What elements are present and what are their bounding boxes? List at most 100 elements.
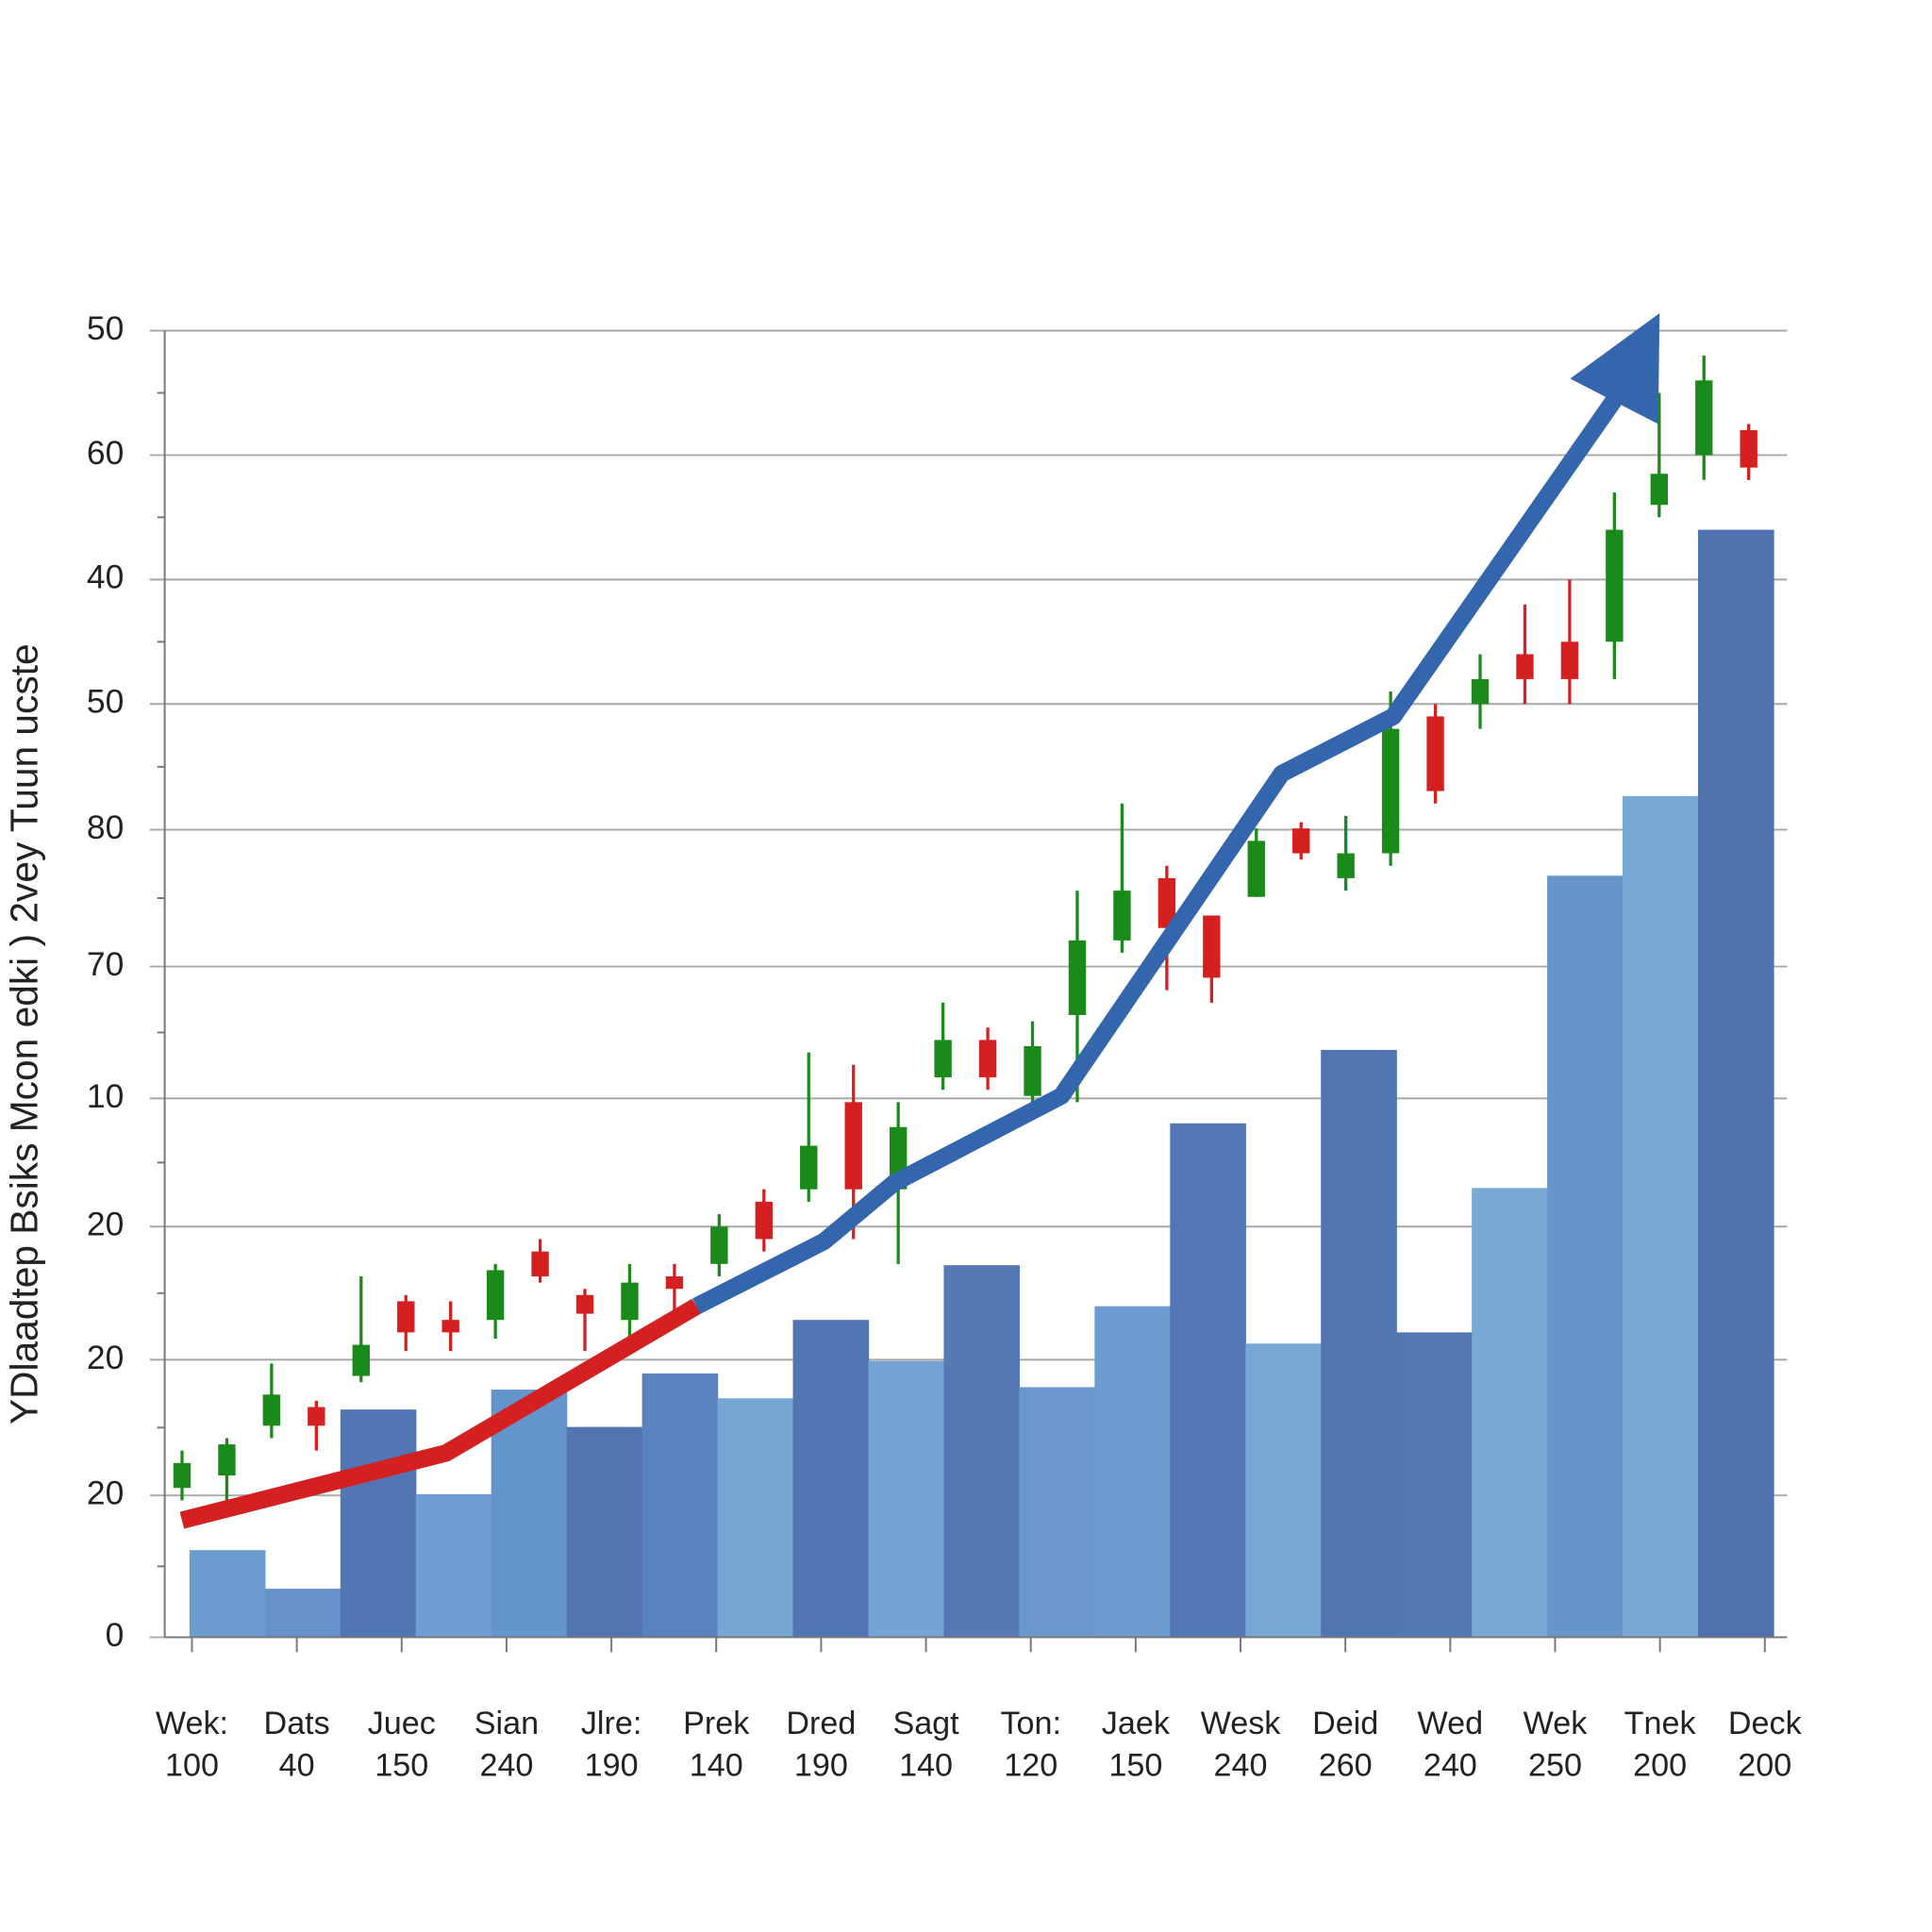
candle-body — [1650, 474, 1668, 506]
x-tick-value: 150 — [1108, 1747, 1162, 1783]
candle-body — [575, 1294, 594, 1314]
candle-body — [308, 1407, 325, 1426]
x-tick-label: Jaek — [1102, 1706, 1171, 1741]
y-tick-label: 60 — [87, 434, 124, 472]
candle-body — [1068, 940, 1087, 1016]
x-tick-value: 120 — [1004, 1747, 1058, 1783]
bar — [717, 1398, 794, 1638]
x-tick-value: 150 — [375, 1747, 428, 1783]
bar — [1170, 1123, 1246, 1638]
x-tick-label: Jlre: — [581, 1706, 641, 1741]
x-tick-value: 240 — [479, 1747, 533, 1783]
bar — [1547, 875, 1624, 1638]
candle-body — [1471, 678, 1490, 705]
x-tick-value: 250 — [1528, 1747, 1582, 1783]
x-tick-label: Ton: — [1000, 1706, 1061, 1741]
y-tick-label: 40 — [87, 558, 124, 596]
bar — [1094, 1306, 1171, 1638]
x-tick-value: 100 — [165, 1747, 219, 1783]
bar — [868, 1360, 945, 1638]
x-tick-label: Wesk — [1201, 1706, 1282, 1741]
y-tick-label: 20 — [87, 1339, 124, 1376]
candle-body — [710, 1226, 728, 1264]
x-tick-label: Deck — [1728, 1706, 1803, 1741]
candle-body — [1516, 654, 1534, 679]
candle-body — [218, 1444, 236, 1476]
trend-line — [179, 1298, 701, 1529]
candle-body — [1024, 1045, 1041, 1096]
candle-body — [486, 1270, 505, 1321]
bar — [1396, 1332, 1473, 1638]
y-axis-title: YDlaadtep Bsiks Mcon edki ) 2vey Tuun uc… — [3, 643, 46, 1424]
candle-body — [1247, 841, 1265, 897]
x-tick-value: 140 — [899, 1747, 953, 1783]
candle-body — [934, 1040, 952, 1077]
x-tick-value: 200 — [1633, 1747, 1687, 1783]
x-tick-label: Juec — [368, 1706, 436, 1741]
x-tick-label: Sian — [475, 1706, 539, 1741]
x-tick-label: Prek — [683, 1706, 750, 1741]
arrow-head — [1570, 313, 1660, 425]
candle-body — [1203, 915, 1221, 978]
candle-body — [665, 1276, 684, 1290]
bar — [1245, 1343, 1322, 1638]
trend-line — [692, 386, 1628, 1314]
candle-body — [1381, 728, 1400, 854]
candle-body — [1292, 828, 1310, 854]
bar — [340, 1409, 417, 1638]
y-tick-label: 50 — [87, 683, 124, 721]
candle-body — [800, 1145, 818, 1190]
y-tick-label: 50 — [87, 309, 124, 347]
candle-body — [844, 1102, 862, 1190]
candle-body — [1740, 430, 1757, 468]
candle-body — [621, 1282, 639, 1321]
x-tick-value: 190 — [794, 1747, 848, 1783]
candle-body — [978, 1040, 997, 1077]
bar — [1623, 795, 1699, 1638]
x-tick-value: 240 — [1424, 1747, 1477, 1783]
bar — [189, 1550, 266, 1638]
candle-body — [1113, 891, 1131, 941]
x-tick-value: 240 — [1214, 1747, 1268, 1783]
bar — [943, 1265, 1021, 1638]
x-tick-label: Deid — [1312, 1706, 1378, 1741]
bar — [1019, 1387, 1096, 1638]
bar — [792, 1320, 870, 1638]
x-tick-label: Tnek — [1624, 1706, 1697, 1741]
x-tick-label: Wek: — [156, 1706, 228, 1741]
candle-body — [1560, 641, 1579, 679]
x-tick-value: 260 — [1319, 1747, 1373, 1783]
x-tick-label: Wek — [1524, 1706, 1589, 1741]
bar — [641, 1373, 719, 1638]
x-tick-value: 140 — [690, 1747, 743, 1783]
x-tick-label: Wed — [1418, 1706, 1484, 1741]
bar — [264, 1589, 341, 1638]
bar — [415, 1493, 492, 1638]
y-tick-label: 70 — [87, 945, 124, 983]
candle-body — [1695, 380, 1713, 456]
candle-body — [755, 1201, 774, 1240]
x-tick-label: Sagt — [892, 1706, 959, 1741]
x-tick-label: Dats — [264, 1706, 330, 1741]
candle-body — [352, 1344, 370, 1376]
x-tick-value: 40 — [279, 1747, 315, 1783]
y-tick-label: 20 — [87, 1206, 124, 1243]
candle-body — [1606, 529, 1624, 642]
candle-body — [397, 1301, 415, 1333]
bar — [1321, 1049, 1397, 1638]
candle-body — [531, 1251, 549, 1277]
bar — [1472, 1188, 1548, 1638]
x-tick-value: 200 — [1738, 1747, 1791, 1783]
x-tick-label: Dred — [786, 1706, 856, 1741]
bar — [1698, 529, 1774, 1638]
candle-body — [1337, 853, 1355, 878]
candle-body — [441, 1320, 459, 1333]
y-tick-label: 20 — [87, 1474, 124, 1512]
candle-body — [1426, 716, 1444, 791]
y-tick-label: 80 — [87, 808, 124, 846]
y-tick-label: 0 — [106, 1616, 125, 1654]
x-tick-value: 190 — [585, 1747, 639, 1783]
bar — [491, 1390, 568, 1638]
candle-body — [1158, 877, 1176, 928]
